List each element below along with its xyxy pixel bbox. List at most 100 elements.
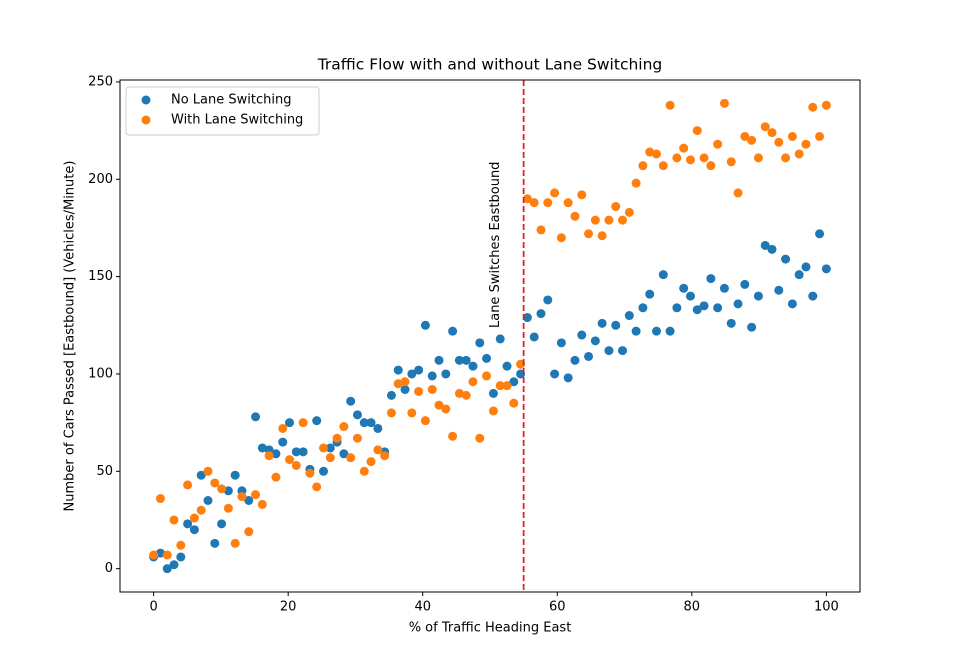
data-point — [529, 198, 539, 208]
data-point — [482, 353, 492, 363]
data-point — [719, 98, 729, 108]
data-point — [441, 404, 451, 414]
data-point — [155, 548, 165, 558]
data-point — [502, 361, 512, 371]
data-point — [570, 211, 580, 221]
data-point — [590, 215, 600, 225]
data-point — [550, 369, 560, 379]
data-point — [740, 279, 750, 289]
data-point — [441, 369, 451, 379]
data-point — [448, 431, 458, 441]
data-point — [563, 373, 573, 383]
data-point — [230, 538, 240, 548]
y-tick-label: 200 — [88, 172, 113, 187]
data-point — [298, 418, 308, 428]
data-point — [373, 423, 383, 433]
data-point — [624, 207, 634, 217]
data-point — [652, 149, 661, 159]
data-point — [176, 552, 186, 562]
data-point — [699, 301, 709, 311]
data-point — [774, 137, 784, 147]
data-point — [189, 525, 199, 535]
data-point — [196, 505, 206, 515]
y-tick-label: 250 — [88, 74, 113, 89]
annotation: Lane Switches Eastbound — [488, 162, 503, 328]
data-point — [522, 194, 532, 204]
data-point — [257, 499, 267, 509]
legend-marker — [141, 115, 151, 125]
data-point — [624, 311, 634, 321]
data-point — [679, 143, 689, 153]
data-point — [672, 303, 682, 313]
data-point — [257, 443, 267, 453]
data-point — [298, 447, 308, 457]
data-point — [645, 289, 655, 299]
data-point — [611, 320, 621, 330]
data-point — [325, 443, 335, 453]
data-point — [183, 480, 193, 490]
data-point — [339, 449, 349, 459]
data-point — [251, 412, 261, 422]
data-point — [665, 326, 675, 336]
data-point — [529, 332, 539, 342]
data-point — [577, 190, 587, 200]
data-point — [767, 244, 777, 254]
data-point — [747, 322, 757, 332]
data-point — [570, 355, 580, 365]
data-point — [753, 153, 763, 163]
data-point — [652, 326, 661, 336]
data-point — [291, 460, 301, 470]
data-point — [597, 318, 607, 328]
data-point — [815, 229, 825, 239]
data-point — [155, 494, 165, 504]
data-point — [543, 198, 553, 208]
data-point — [787, 131, 797, 141]
data-point — [285, 455, 295, 465]
data-point — [590, 336, 600, 346]
data-point — [162, 564, 172, 574]
axes-frame — [119, 79, 861, 593]
data-point — [346, 396, 356, 406]
data-point — [223, 486, 233, 496]
x-tick-label: 60 — [549, 600, 566, 615]
data-point — [509, 377, 519, 387]
data-point — [223, 503, 233, 513]
data-point — [733, 299, 743, 309]
data-point — [278, 437, 288, 447]
data-point — [733, 188, 743, 198]
x-tick-label: 80 — [684, 600, 701, 615]
data-point — [753, 291, 763, 301]
data-point — [244, 496, 254, 506]
data-point — [801, 262, 811, 272]
data-point — [359, 466, 369, 476]
data-point — [631, 326, 641, 336]
data-point — [319, 443, 328, 453]
legend-marker — [141, 95, 151, 105]
data-point — [706, 274, 716, 284]
data-point — [237, 492, 247, 502]
data-point — [352, 410, 362, 420]
data-point — [808, 291, 818, 301]
data-point — [339, 422, 349, 432]
data-point — [495, 334, 505, 344]
data-point — [366, 418, 376, 428]
data-point — [461, 390, 471, 400]
legend-box — [125, 86, 320, 136]
data-point — [808, 102, 818, 112]
data-point — [584, 229, 594, 239]
data-point — [217, 484, 227, 494]
data-point — [400, 385, 410, 395]
y-tick-label: 50 — [96, 464, 113, 479]
data-point — [210, 478, 220, 488]
data-point — [740, 131, 750, 141]
data-point — [454, 355, 464, 365]
data-point — [658, 161, 668, 171]
data-point — [699, 153, 709, 163]
data-point — [427, 385, 437, 395]
legend-label: With Lane Switching — [171, 113, 303, 128]
data-point — [346, 453, 356, 463]
data-point — [815, 131, 825, 141]
data-point — [556, 338, 566, 348]
data-point — [407, 369, 417, 379]
